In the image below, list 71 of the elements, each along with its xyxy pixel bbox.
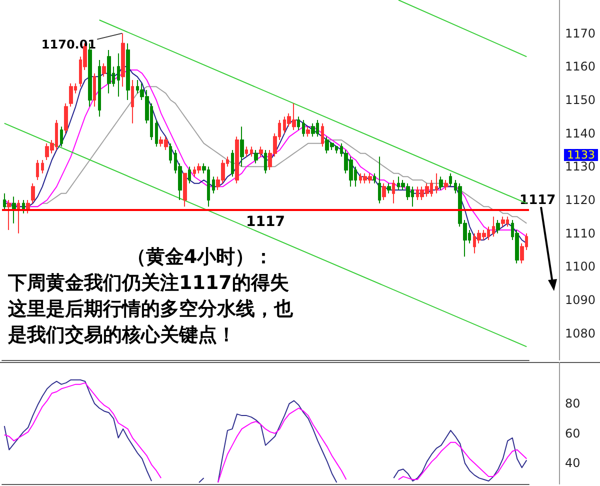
candlestick bbox=[212, 176, 215, 194]
y-tick-label: 1130 bbox=[565, 160, 596, 174]
candlestick bbox=[126, 42, 130, 100]
candlestick bbox=[69, 82, 73, 108]
annotation: 1117 bbox=[520, 193, 556, 208]
candlestick bbox=[197, 162, 201, 174]
y-tick-label: 40 bbox=[565, 456, 580, 470]
annotation: 这里是后期行情的多空分水线，也 bbox=[7, 298, 294, 320]
candlestick bbox=[93, 72, 96, 108]
y-tick-label: 1090 bbox=[565, 293, 596, 307]
y-tick-label: 1140 bbox=[565, 126, 596, 140]
y-tick-label: 1160 bbox=[565, 60, 596, 74]
candlestick bbox=[496, 220, 500, 234]
candlestick bbox=[155, 120, 158, 148]
candlestick bbox=[321, 122, 324, 148]
candlestick bbox=[107, 50, 111, 94]
text: 1133 bbox=[567, 148, 595, 162]
candlestick bbox=[492, 216, 495, 238]
candlestick bbox=[382, 182, 386, 200]
candlestick bbox=[12, 196, 16, 224]
candlestick bbox=[297, 116, 300, 130]
candlestick bbox=[373, 172, 376, 184]
candlestick bbox=[240, 126, 244, 168]
candlestick bbox=[41, 160, 44, 174]
y-tick-label: 1120 bbox=[565, 193, 596, 207]
candlestick bbox=[36, 160, 39, 180]
candlestick bbox=[449, 172, 452, 188]
annotation: 下周黄金我们仍关注1117的得失 bbox=[7, 272, 289, 294]
candlestick bbox=[387, 182, 391, 194]
annotation: （黄金4小时）： bbox=[126, 246, 274, 268]
y-tick-label: 1100 bbox=[565, 260, 596, 274]
candlestick bbox=[501, 216, 505, 228]
candlestick bbox=[64, 102, 68, 134]
ref-line-label: 1117 bbox=[246, 214, 285, 230]
candlestick bbox=[7, 200, 11, 230]
candlestick bbox=[98, 60, 101, 118]
candlestick bbox=[250, 146, 253, 158]
candlestick bbox=[17, 200, 20, 234]
candlestick bbox=[235, 136, 239, 184]
candlestick bbox=[31, 182, 35, 204]
candlestick bbox=[378, 156, 381, 204]
candlestick bbox=[60, 126, 63, 148]
candlestick bbox=[444, 180, 448, 190]
candlestick bbox=[121, 32, 125, 88]
y-tick-label: 60 bbox=[565, 426, 580, 440]
y-tick-label: 1170 bbox=[565, 26, 596, 40]
candlestick bbox=[435, 172, 438, 194]
candlestick bbox=[259, 146, 263, 158]
candlestick bbox=[131, 80, 134, 124]
candlestick bbox=[3, 192, 6, 210]
y-tick-label: 1110 bbox=[565, 226, 596, 240]
candlestick bbox=[245, 146, 248, 158]
candlestick bbox=[169, 142, 172, 164]
annotation: 是我们交易的核心关键点！ bbox=[7, 324, 236, 346]
candlestick bbox=[311, 122, 315, 138]
candlestick bbox=[392, 180, 395, 204]
candlestick bbox=[117, 52, 120, 98]
candlestick bbox=[22, 200, 25, 214]
candlestick bbox=[231, 150, 234, 178]
candlestick bbox=[183, 172, 187, 208]
y-tick-label: 1080 bbox=[565, 326, 596, 340]
candlestick bbox=[306, 126, 310, 138]
candlestick bbox=[254, 150, 258, 164]
candlestick bbox=[302, 120, 305, 138]
candlestick bbox=[188, 166, 191, 184]
candlestick bbox=[264, 150, 267, 174]
candlestick bbox=[102, 62, 106, 78]
y-tick-label: 80 bbox=[565, 396, 580, 411]
annotation: 1170.01 bbox=[41, 37, 96, 52]
candlestick bbox=[439, 176, 443, 190]
y-tick-label: 1150 bbox=[565, 93, 596, 107]
